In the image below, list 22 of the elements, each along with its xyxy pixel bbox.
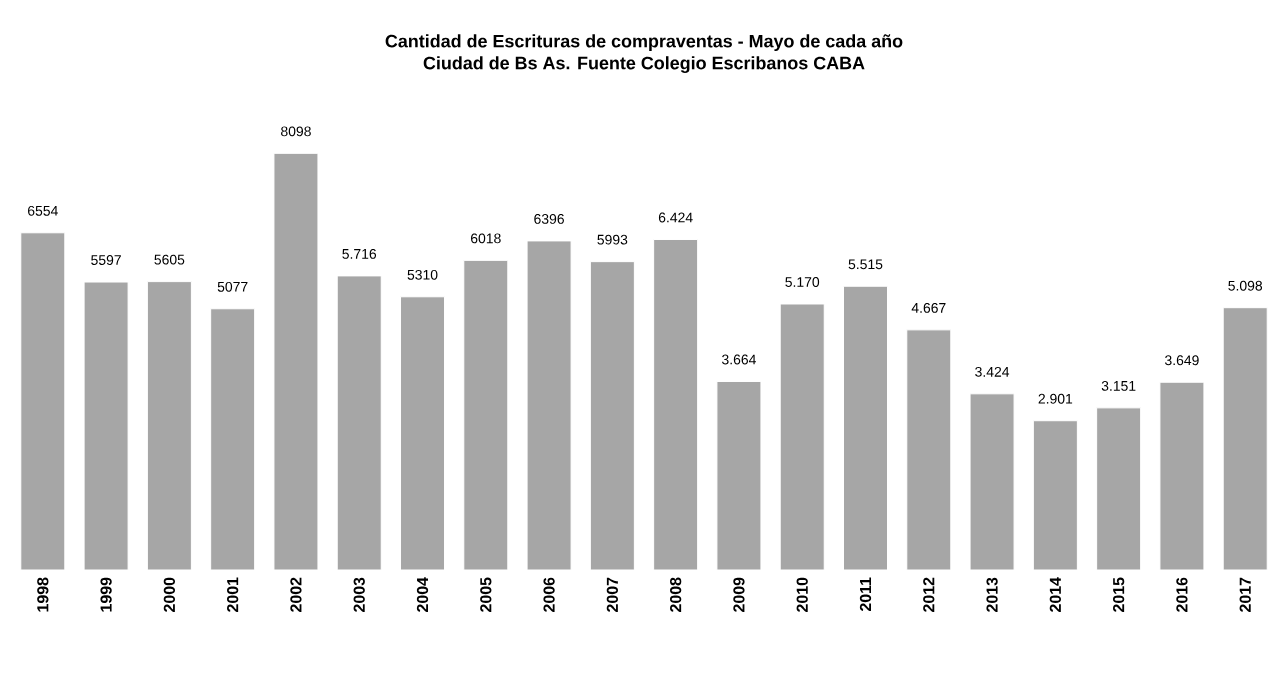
bar [273, 153, 318, 570]
bar [20, 232, 65, 570]
bar [590, 261, 635, 570]
bar [527, 240, 572, 570]
bar [906, 329, 951, 570]
bar [337, 275, 382, 570]
bar [1096, 407, 1141, 570]
chart-subtitle: Ciudad de Bs As. Fuente Colegio Escribanos CABA [423, 56, 865, 74]
bar [843, 286, 888, 570]
bar [653, 239, 698, 570]
bar [780, 303, 825, 570]
bar [210, 308, 255, 570]
bar [147, 281, 192, 570]
chart-title: Cantidad de Escrituras de compraventas - Mayo de cada año [385, 34, 903, 52]
bar [463, 260, 508, 570]
bar [84, 282, 129, 570]
bar [1222, 307, 1268, 570]
bar [400, 296, 445, 570]
bar [1033, 420, 1078, 570]
bar [716, 381, 761, 570]
bar [970, 393, 1015, 570]
bar [1159, 382, 1204, 570]
